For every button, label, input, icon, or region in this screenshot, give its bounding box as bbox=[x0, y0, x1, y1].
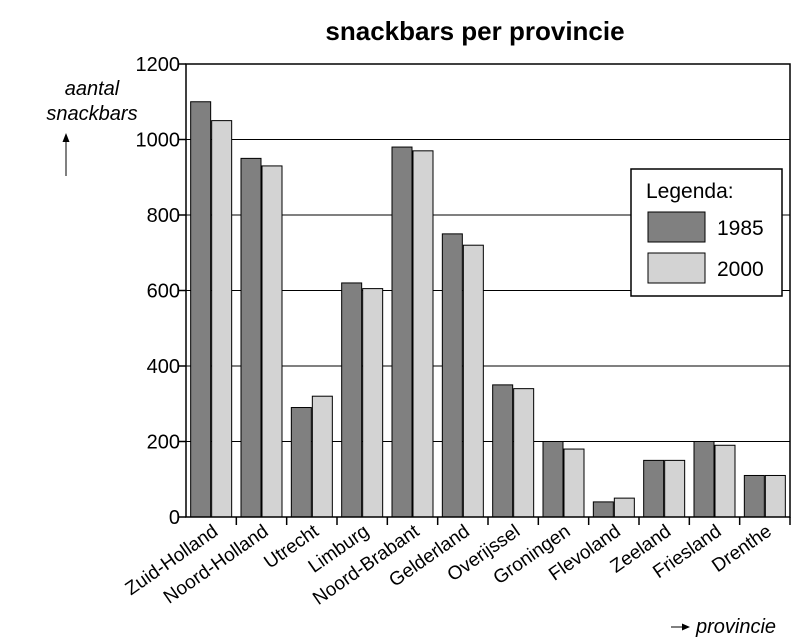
bar-2000-utrecht bbox=[311, 395, 333, 518]
bar-1985-flevoland bbox=[592, 501, 614, 518]
bar-2000-zuid-holland bbox=[211, 120, 233, 518]
bar-1985-limburg bbox=[341, 282, 363, 518]
bar-1985-zeeland bbox=[643, 459, 665, 518]
bar-2000-zeeland bbox=[664, 459, 686, 518]
y-tick-label: 1000 bbox=[136, 130, 181, 152]
bar-2000-limburg bbox=[362, 288, 384, 518]
bar-2000-noord-holland bbox=[261, 165, 283, 518]
bar-1985-groningen bbox=[542, 441, 564, 518]
bar-1985-friesland bbox=[693, 441, 715, 518]
bar-2000-gelderland bbox=[462, 244, 484, 518]
bar-1985-zuid-holland bbox=[190, 101, 212, 518]
x-axis-label-text: provincie bbox=[695, 616, 776, 638]
bar-2000-noord-brabant bbox=[412, 150, 434, 518]
y-tick-label: 800 bbox=[147, 205, 180, 227]
bar-1985-noord-holland bbox=[240, 157, 262, 518]
y-tick-label: 0 bbox=[169, 507, 180, 529]
legend-label-2000: 2000 bbox=[717, 258, 764, 281]
y-tick-label: 1200 bbox=[136, 54, 181, 76]
y-axis-label: aantal snackbars bbox=[46, 78, 138, 176]
bar-2000-groningen bbox=[563, 448, 585, 518]
bar-2000-flevoland bbox=[613, 497, 635, 518]
y-axis-label-line-1: aantal bbox=[65, 78, 120, 100]
bar-1985-drenthe bbox=[743, 474, 765, 518]
bars bbox=[190, 101, 786, 518]
legend: Legenda: 1985 2000 bbox=[630, 168, 783, 297]
x-axis-ticks: Zuid-HollandNoord-HollandUtrechtLimburgN… bbox=[122, 517, 791, 610]
y-tick-label: 400 bbox=[147, 356, 180, 378]
legend-swatch-2000 bbox=[647, 252, 706, 284]
y-tick-label: 200 bbox=[147, 432, 180, 454]
legend-title: Legenda: bbox=[646, 180, 734, 203]
bar-1985-noord-brabant bbox=[391, 146, 413, 518]
bar-1985-gelderland bbox=[441, 233, 463, 518]
x-axis-label: provincie bbox=[671, 616, 776, 638]
legend-label-1985: 1985 bbox=[717, 217, 764, 240]
right-arrow-icon bbox=[671, 623, 690, 631]
legend-swatch-1985 bbox=[647, 211, 706, 243]
chart-title: snackbars per provincie bbox=[325, 16, 624, 46]
bar-1985-overijssel bbox=[492, 384, 514, 518]
up-arrow-icon bbox=[62, 133, 70, 176]
bar-2000-overijssel bbox=[513, 388, 535, 518]
y-axis-ticks: 0 200 400 600 800 1000 1200 bbox=[136, 54, 186, 529]
bar-2000-friesland bbox=[714, 444, 736, 518]
y-tick-label: 600 bbox=[147, 281, 180, 303]
bar-2000-drenthe bbox=[764, 474, 786, 518]
plot-frame bbox=[185, 63, 791, 518]
y-axis-label-line-2: snackbars bbox=[46, 103, 137, 125]
bar-1985-utrecht bbox=[290, 407, 312, 518]
